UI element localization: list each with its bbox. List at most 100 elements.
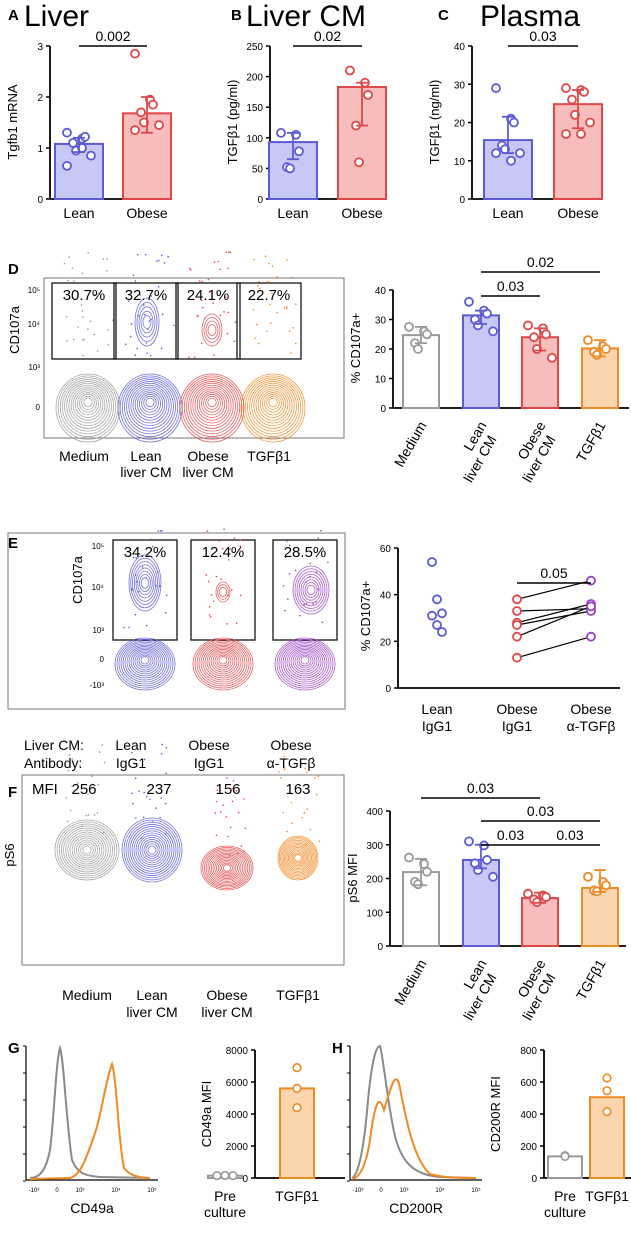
flow-ytick-E: -10³: [90, 681, 105, 690]
flow-contour-D: [72, 388, 104, 421]
panel-B-y-tick-label: 250: [246, 42, 263, 53]
hist-curve-preculture-G: [29, 1044, 151, 1179]
panel-C-point: [509, 117, 519, 128]
flow-event-F: [312, 756, 314, 759]
flow-event-E: [227, 594, 229, 596]
flow-event-F: [283, 767, 286, 769]
flow-contour-F: [133, 830, 171, 870]
flow-contour-F: [281, 839, 315, 877]
panel-E-obese-point: [512, 594, 522, 605]
panel-A-y-tick-label: 0: [37, 195, 43, 206]
flow-event-F: [91, 775, 93, 778]
flow-event-E: [282, 585, 285, 587]
flow-ytick-E: 10³: [92, 626, 104, 635]
flow-contour-D: [70, 386, 106, 424]
panel-E-category: IgG1: [502, 718, 533, 734]
flow-event-D: [228, 251, 230, 254]
flow-contour-D: [259, 390, 287, 418]
panel-H-category: TGFβ1: [585, 1188, 629, 1204]
flow-event-F: [243, 850, 245, 852]
flow-frame-D: [43, 277, 345, 439]
panel-D-ylabel: % CD107a+: [348, 313, 363, 383]
flow-gate-E: [112, 539, 178, 641]
panel-F-point: [404, 852, 414, 863]
panel-A-y-tick-label: 3: [37, 42, 43, 53]
flow-event-D: [107, 328, 110, 331]
flow-contour-D: [192, 384, 232, 427]
panel-E-antitgfb-point: [586, 631, 596, 642]
flow-contour-E: [126, 646, 164, 679]
panel-G-bar: [279, 1087, 315, 1180]
flow-contour-E: [132, 650, 158, 673]
panel-D-y-tick-label: 40: [375, 286, 387, 297]
flow-contour-F: [69, 833, 105, 867]
flow-event-D: [156, 260, 158, 262]
flow-contour-D: [134, 388, 166, 421]
flow-contour-E: [215, 581, 231, 603]
flow-event-D: [81, 272, 84, 275]
flow-gate-percent-E: 12.4%: [202, 544, 245, 561]
flow-contour-F: [284, 842, 312, 874]
panel-C-point: [491, 83, 501, 93]
flow-mfi-F: 237: [146, 781, 171, 798]
panel-E-y-tick-label: 60: [380, 544, 392, 555]
panel-B-sig-label: 0.02: [314, 28, 341, 44]
panel-C-category: Obese: [557, 205, 598, 221]
flow-event-E: [135, 580, 138, 583]
panel-E-pair-line: [516, 636, 592, 659]
flow-event-E: [286, 540, 288, 542]
flow-contour-E: [302, 579, 320, 601]
flow-gate-D: [236, 282, 302, 360]
flow-event-F: [301, 816, 303, 819]
flow-category-D: liver CM: [120, 464, 171, 480]
flow-event-F: [155, 807, 157, 809]
flow-event-E: [218, 540, 221, 542]
flow-contour-F: [204, 848, 250, 888]
flow-event-E: [233, 537, 236, 539]
flow-event-D: [145, 342, 148, 344]
panel-F-y-tick-label: 300: [366, 841, 383, 852]
flow-event-D: [129, 335, 132, 338]
flow-event-D: [201, 280, 204, 283]
flow-contour-D: [196, 388, 228, 421]
panel-H-y-tick-label: 800: [520, 1046, 537, 1057]
flow-frame-E: [7, 532, 346, 710]
flow-contour-F: [280, 838, 316, 878]
flow-event-F: [290, 822, 293, 825]
flow-event-E: [239, 539, 242, 541]
panel-G-category: culture: [204, 1204, 246, 1220]
flow-contour-D: [240, 373, 306, 443]
flow-event-D: [254, 337, 256, 339]
flow-event-F: [304, 767, 306, 770]
panel-F-point: [541, 892, 551, 902]
flow-event-D: [102, 258, 105, 260]
flow-event-E: [223, 528, 225, 530]
flow-contour-F: [73, 837, 101, 863]
flow-event-D: [259, 287, 261, 290]
flow-contour-F: [210, 854, 244, 882]
panel-E-obese-point: [512, 652, 522, 663]
flow-contour-F: [137, 834, 167, 866]
flow-event-D: [275, 277, 278, 279]
panel-H-point: [602, 1106, 612, 1117]
flow-event-D: [271, 292, 273, 295]
flow-event-F: [287, 758, 289, 760]
panel-letter-E: E: [8, 535, 18, 552]
flow-contour-D: [207, 324, 217, 336]
flow-contour-D: [268, 397, 278, 408]
flow-contour-E: [204, 646, 242, 679]
panel-H-y-tick-label: 400: [520, 1110, 537, 1121]
panel-G-y-tick-label: 4000: [226, 1110, 249, 1121]
flow-event-F: [231, 800, 234, 803]
flow-gate-E: [272, 539, 338, 641]
flow-event-F: [134, 777, 137, 780]
flow-event-F: [235, 789, 238, 792]
row2-value-E: IgG1: [116, 755, 147, 771]
flow-event-D: [200, 299, 203, 301]
panel-A-sig-label: 0.002: [95, 28, 130, 44]
panel-C-point: [567, 94, 577, 105]
flow-event-E: [239, 594, 242, 597]
flow-contour-D: [139, 392, 161, 416]
panel-D-point: [482, 308, 492, 319]
flow-event-D: [276, 311, 278, 314]
